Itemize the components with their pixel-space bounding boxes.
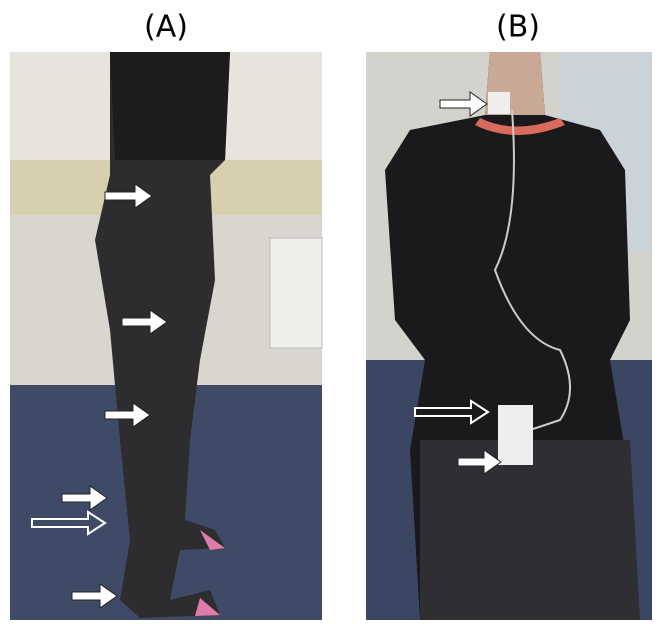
- photo-a: [10, 52, 323, 620]
- panel-label: (A): [144, 10, 188, 45]
- photo-b: [366, 52, 652, 620]
- arrows: [31, 91, 502, 609]
- panel-label: (B): [496, 10, 540, 45]
